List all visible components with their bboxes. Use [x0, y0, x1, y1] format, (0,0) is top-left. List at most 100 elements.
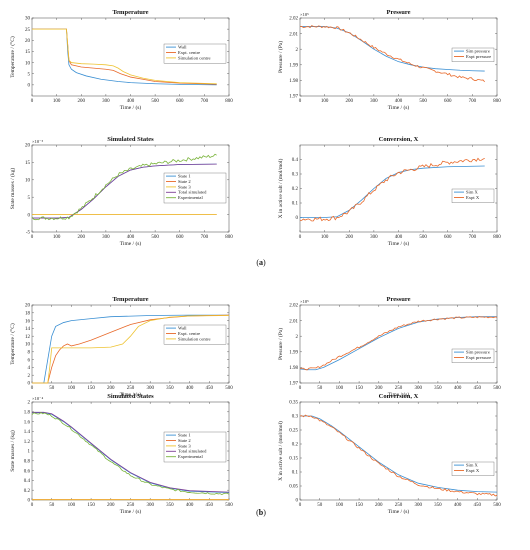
x-tick-label: 0: [31, 503, 34, 508]
x-tick-label: 0: [299, 503, 302, 508]
y-axis-label: Pressure / (Pa): [277, 328, 284, 360]
series-line-4: [32, 411, 230, 493]
x-tick-label: 500: [151, 99, 159, 104]
x-tick-label: 200: [107, 386, 115, 391]
y-tick-label: 0: [28, 382, 31, 387]
legend-entry: Simulation centre: [178, 55, 211, 60]
x-tick-label: 300: [414, 386, 422, 391]
y-tick-label: 15: [25, 161, 31, 166]
series-line-3: [32, 315, 230, 384]
x-tick-label: 100: [336, 503, 344, 508]
x-tick-label: 400: [186, 503, 194, 508]
y-tick-label: 10: [25, 61, 31, 66]
x-tick-label: 100: [336, 386, 344, 391]
chart-b-conversion: Conversion, X 0 50 100 150 200 250 300 350 400 450…: [277, 393, 501, 515]
x-tick-label: 300: [370, 99, 378, 104]
y-tick-label: 0: [296, 216, 299, 221]
legend-entry: Expt. centre: [178, 331, 200, 336]
x-tick-label: 450: [206, 386, 214, 391]
y-tick-label: 0.2: [292, 187, 299, 192]
x-tick-label: 400: [395, 235, 403, 240]
series-line-2: [299, 157, 485, 222]
x-tick-label: 0: [31, 386, 34, 391]
y-tick-label: 0.2: [292, 443, 299, 448]
x-tick-label: 250: [395, 503, 403, 508]
legend-entry: Sim X: [466, 463, 479, 468]
y-tick-label: 14: [25, 327, 31, 332]
x-tick-label: 800: [225, 99, 233, 104]
legend-entry: Wall: [178, 326, 187, 331]
y-tick-label: 12: [25, 335, 31, 340]
x-axis-label: Time / (s): [120, 391, 142, 398]
x-tick-label: 400: [127, 99, 135, 104]
x-tick-label: 100: [321, 99, 329, 104]
y-axis-label: Pressure / (Pa): [277, 41, 284, 73]
x-tick-label: 200: [107, 503, 115, 508]
x-tick-label: 500: [225, 386, 233, 391]
chart-b-states: Simulated States ×10⁻⁴ 0 50 100 150 200 250 300 3…: [9, 393, 233, 515]
y-tick-label: 0.4: [24, 479, 31, 484]
x-axis-label: Time / (s): [120, 508, 142, 515]
series-line-3: [32, 28, 217, 85]
x-tick-label: 350: [166, 386, 174, 391]
y-tick-label: 16: [25, 319, 31, 324]
x-tick-label: 450: [206, 503, 214, 508]
chart-title: Simulated States: [107, 393, 154, 400]
y-tick-label: 1.97: [289, 382, 298, 387]
y-tick-label: 0.2: [24, 489, 31, 494]
x-tick-label: 800: [225, 235, 233, 240]
x-tick-label: 300: [102, 99, 110, 104]
y-tick-label: 0: [296, 499, 299, 504]
y-tick-label: 0: [28, 499, 31, 504]
y-axis-label: X in active salt / (mol/mol): [277, 158, 284, 218]
plot-area: [299, 144, 498, 233]
y-tick-label: 1.6: [24, 420, 31, 425]
x-tick-label: 400: [395, 99, 403, 104]
x-tick-label: 500: [419, 99, 427, 104]
x-tick-label: 400: [454, 386, 462, 391]
y-tick-label: -5: [26, 231, 31, 236]
series-line-2: [299, 316, 498, 371]
x-axis-label: Time / (s): [120, 104, 142, 111]
x-axis-label: Time / (s): [388, 508, 410, 515]
x-tick-label: 50: [317, 386, 323, 391]
chart-title: Pressure: [387, 296, 411, 303]
x-tick-label: 600: [176, 235, 184, 240]
y-axis-label: Temperature / (°C): [9, 36, 16, 78]
x-axis-label: Time / (s): [388, 391, 410, 398]
series-line-1: [32, 314, 229, 384]
legend-entry: State 1: [178, 433, 191, 438]
x-tick-label: 350: [434, 386, 442, 391]
y-tick-label: 1.97: [289, 95, 298, 100]
legend-entry: Sim pressure: [466, 350, 490, 355]
y-tick-label: 5: [28, 196, 31, 201]
legend-entry: Experimental: [178, 454, 203, 459]
legend-entry: Expt X: [466, 468, 480, 473]
x-tick-label: 700: [469, 99, 477, 104]
x-tick-label: 50: [49, 503, 55, 508]
y-tick-label: 2: [28, 374, 31, 379]
y-tick-label: 4: [28, 366, 31, 371]
series-line-2: [299, 25, 485, 83]
x-tick-label: 450: [474, 386, 482, 391]
y-axis-label: State masses / (kg): [9, 168, 16, 210]
x-tick-label: 150: [355, 386, 363, 391]
series-line-5: [31, 412, 230, 496]
x-tick-label: 800: [493, 235, 501, 240]
y-tick-label: 0.4: [292, 158, 299, 163]
x-tick-label: 300: [414, 503, 422, 508]
y-tick-label: 2.02: [289, 304, 298, 309]
legend-entry: Expt. centre: [178, 50, 200, 55]
y-tick-label: 2.01: [289, 32, 298, 37]
x-tick-label: 350: [166, 503, 174, 508]
y-tick-label: 20: [25, 39, 31, 44]
legend-box: [163, 324, 227, 345]
x-tick-label: 500: [493, 386, 501, 391]
y-tick-label: 2: [28, 401, 31, 406]
y-tick-label: 30: [25, 17, 31, 22]
axis-exponent: ×10⁻⁵: [32, 139, 44, 144]
